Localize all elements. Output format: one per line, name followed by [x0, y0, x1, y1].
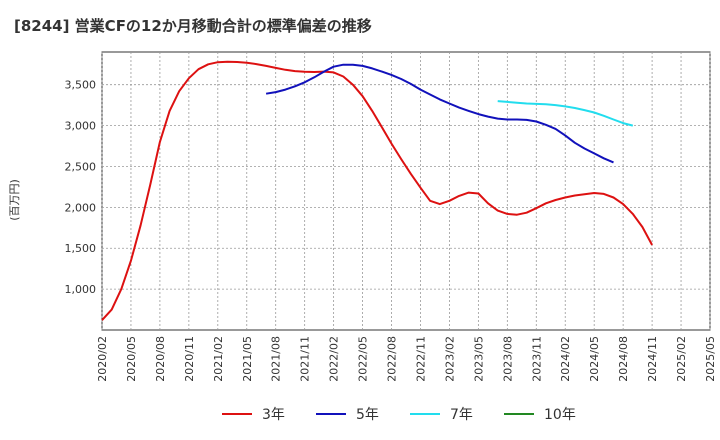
- legend-label: 3年: [262, 407, 285, 423]
- legend-label: 10年: [544, 407, 576, 423]
- x-tick-label: 2024/02: [559, 336, 572, 382]
- x-tick-label: 2021/08: [270, 336, 283, 382]
- y-tick-label: 2,500: [65, 160, 97, 173]
- y-axis-label: (百万円): [8, 179, 21, 221]
- series-group: [101, 60, 653, 321]
- x-tick-label: 2025/02: [675, 336, 688, 382]
- legend-label: 5年: [356, 407, 379, 423]
- x-tick-label: 2021/11: [299, 336, 312, 382]
- x-tick-label: 2021/02: [212, 336, 225, 382]
- x-tick-label: 2023/08: [501, 336, 514, 382]
- x-tick-label: 2024/08: [617, 336, 630, 382]
- x-axis: 2020/02 2020/05 2020/08 2020/11 2021/02 2021/…: [96, 336, 717, 382]
- x-tick-label: 2021/05: [241, 336, 254, 382]
- x-tick-label: 2024/11: [646, 336, 659, 382]
- series-line-0: [101, 60, 653, 321]
- y-tick-label: 3,000: [65, 120, 97, 133]
- x-tick-label: 2020/08: [154, 336, 167, 382]
- y-tick-label: 2,000: [65, 201, 97, 214]
- x-tick-label: 2020/11: [183, 336, 196, 382]
- plot-area: [101, 51, 711, 331]
- legend: 3年 5年 7年 10年: [222, 407, 576, 423]
- series-line-1: [265, 63, 614, 164]
- chart-title: [8244] 営業CFの12か月移動合計の標準偏差の推移: [14, 17, 372, 35]
- x-tick-label: 2022/08: [386, 336, 399, 382]
- y-tick-label: 1,000: [65, 283, 97, 296]
- y-tick-label: 3,500: [65, 79, 97, 92]
- x-tick-label: 2020/05: [125, 336, 138, 382]
- x-tick-label: 2022/05: [357, 336, 370, 382]
- x-tick-label: 2023/02: [443, 336, 456, 382]
- x-tick-label: 2020/02: [96, 336, 109, 382]
- x-tick-label: 2022/02: [328, 336, 341, 382]
- y-tick-label: 1,500: [65, 242, 97, 255]
- x-tick-label: 2025/05: [704, 336, 717, 382]
- x-tick-label: 2022/11: [414, 336, 427, 382]
- x-tick-label: 2024/05: [588, 336, 601, 382]
- y-axis: 1,000 1,500 2,000 2,500 3,000 3,500: [65, 79, 97, 296]
- x-tick-label: 2023/05: [472, 336, 485, 382]
- x-tick-label: 2023/11: [530, 336, 543, 382]
- legend-label: 7年: [450, 407, 473, 423]
- series-line-2: [497, 100, 634, 127]
